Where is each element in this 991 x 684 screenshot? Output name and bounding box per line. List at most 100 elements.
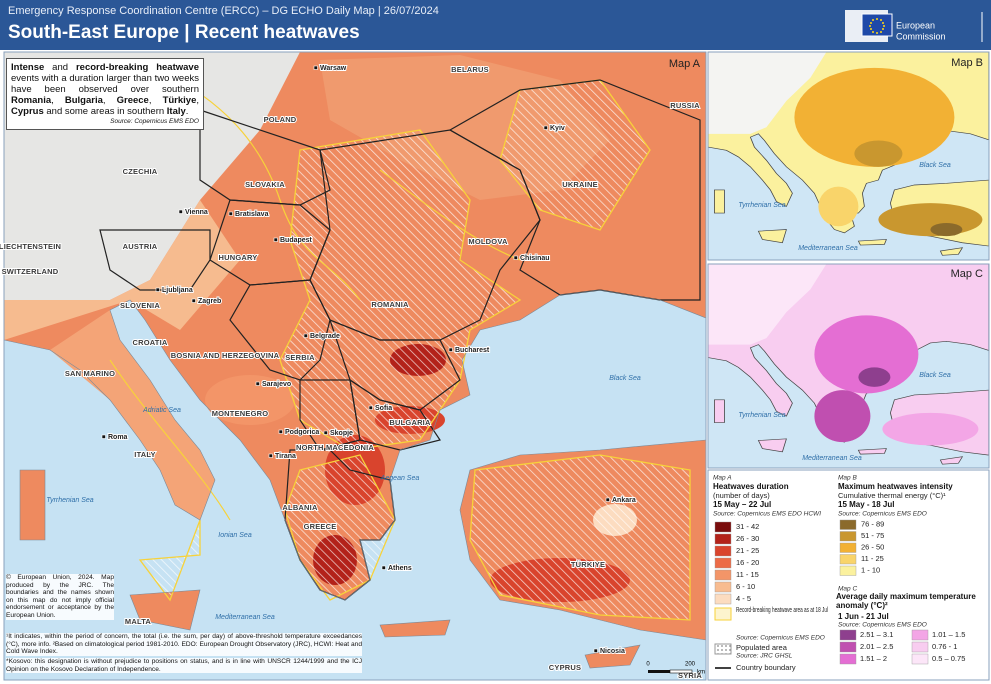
legend-swatch (714, 521, 732, 533)
summary-bold: Intense (11, 62, 45, 73)
map-shape (869, 25, 871, 27)
map-shape (99, 229, 211, 291)
legend-unit: Cumulative thermal energy (°C)¹ (838, 491, 946, 500)
footer-kosovo: *Kosovo: this designation is without pre… (6, 658, 362, 674)
map-shape (138, 79, 691, 621)
sea-label: Mediterranean Sea (215, 614, 275, 621)
map-a (4, 52, 706, 680)
legend-map: Map C (838, 586, 857, 593)
map-shape (814, 390, 871, 443)
city-marker (313, 65, 318, 70)
city-marker (593, 648, 598, 653)
map-shape (814, 315, 919, 394)
map-shape (880, 31, 882, 33)
map-b (708, 52, 989, 260)
map-shape (284, 454, 396, 601)
city-label: Warsaw (320, 65, 347, 72)
legend-swatch (839, 531, 857, 542)
map-bc-labels: Black Sea Tyrrhenian Sea Mediterranean Sea… (738, 162, 951, 462)
sea-label: Black Sea (919, 372, 951, 379)
city-label: Podgorica (285, 429, 319, 436)
legend-title: Heatwaves duration (713, 482, 789, 491)
summary-text: events with a duration larger than two w… (11, 73, 199, 95)
legend-swatch (911, 629, 929, 641)
city-marker (323, 430, 328, 435)
legend-record: Record-breaking heatwave area as at 18 J… (736, 605, 828, 614)
sea-label: Mediterranean Sea (798, 245, 858, 252)
legend-label: 4 - 5 (736, 594, 751, 603)
map-shape (876, 18, 878, 20)
legend-b-items: 76 - 89 51 - 75 26 - 50 11 - 25 1 - 10 (839, 520, 884, 576)
legend-title: Average daily maximum temperature anomal… (836, 592, 976, 610)
map-c-label: Map C (951, 268, 983, 280)
legend-label: 51 - 75 (861, 531, 884, 540)
map-b-label: Map B (951, 57, 983, 69)
legend-swatch (839, 653, 857, 665)
map-shape (876, 32, 878, 34)
city-label: Skopje (330, 430, 353, 437)
sea-label: Tyrrhenian Sea (738, 412, 785, 419)
sea-label: Adriatic Sea (142, 407, 181, 414)
legend-title-box: Average daily maximum temperature anomal… (836, 592, 976, 610)
city-label: Budapest (280, 237, 313, 244)
legend-populated: Populated area (736, 643, 788, 652)
city-marker (255, 381, 260, 386)
city-marker (273, 237, 278, 242)
country-label: NORTH MACEDONIA (296, 443, 374, 452)
map-b-frame (707, 51, 990, 261)
map-shape (930, 222, 963, 237)
country-label: SERBIA (285, 353, 315, 362)
country-label: SYRIA (678, 671, 702, 680)
map-shape (299, 379, 361, 451)
city-label: Athens (388, 565, 412, 572)
summary-text: . (185, 106, 189, 117)
summary-text: , (148, 95, 163, 106)
city-marker (278, 429, 283, 434)
country-label: SLOVAKIA (245, 180, 285, 189)
header-bar (0, 0, 991, 50)
map-shape (872, 19, 874, 21)
legend-c-items: 2.51 – 3.1 2.01 – 2.5 1.51 – 2 1.01 – 1.5 0.… (839, 629, 965, 665)
legend-label: 16 - 20 (736, 558, 759, 567)
map-a-label: Map A (669, 58, 701, 70)
city-marker (191, 298, 196, 303)
logo-line: European (896, 20, 935, 30)
city-label: Bratislava (235, 211, 269, 218)
map-shape (880, 19, 882, 21)
legend-period: 15 May – 22 Jul (713, 500, 771, 509)
city-marker (513, 255, 518, 260)
city-label: Zagreb (198, 298, 221, 305)
sea-label: Mediterranean Sea (802, 455, 862, 462)
summary-text: , (196, 95, 200, 106)
map-shape (205, 375, 295, 425)
record-swatch (714, 607, 732, 621)
city-label: Chisinau (520, 255, 550, 262)
city-marker (448, 347, 453, 352)
legend-label: 26 - 50 (861, 543, 884, 552)
map-shape (861, 13, 893, 37)
map-shape (818, 186, 859, 227)
legend-swatch (714, 581, 732, 593)
map-shape (882, 22, 884, 24)
sea-label: Tyrrhenian Sea (46, 497, 93, 504)
map-shape (858, 367, 891, 387)
map-shape (669, 669, 693, 674)
scale-label: 200 (685, 662, 696, 668)
footer-copyright: © European Union, 2024. Map produced by … (6, 574, 114, 620)
city-label: Bucharest (455, 347, 490, 354)
country-label: ROMANIA (371, 300, 409, 309)
legend-swatch (911, 653, 929, 665)
map-shape (50, 310, 215, 520)
legend-swatch (714, 557, 732, 569)
country-label: MOLDOVA (468, 237, 508, 246)
map-shape (882, 412, 979, 446)
map-shape (708, 52, 989, 256)
legend-source: Source: Copernicus EMS EDO (838, 622, 927, 629)
country-label: MALTA (125, 617, 152, 626)
legend-label: 11 - 15 (736, 570, 759, 579)
map-shape (794, 67, 955, 167)
legend-label: 1.51 – 2 (860, 654, 887, 663)
legend-title: Maximum heatwaves intensity (838, 482, 953, 491)
city-label: Ljubljana (162, 287, 193, 294)
